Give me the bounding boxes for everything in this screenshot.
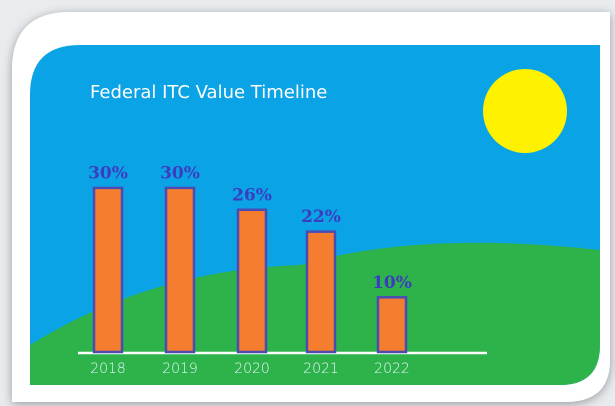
value-label: 30% <box>160 163 200 183</box>
value-label: 26% <box>232 185 272 205</box>
bar <box>378 297 406 352</box>
x-tick-label: 2020 <box>234 361 270 377</box>
bar <box>166 188 194 352</box>
value-label: 30% <box>88 163 128 183</box>
x-tick-label: 2021 <box>303 361 339 377</box>
bar <box>238 210 266 352</box>
page: Federal ITC Value Timeline 30% 2018 30% 201… <box>0 0 615 406</box>
chart-title: Federal ITC Value Timeline <box>90 82 327 103</box>
x-tick-label: 2022 <box>374 361 410 377</box>
bar <box>307 232 335 352</box>
chart: Federal ITC Value Timeline 30% 2018 30% 201… <box>0 0 615 406</box>
value-label: 22% <box>301 207 341 227</box>
bar <box>94 188 122 352</box>
x-tick-label: 2018 <box>90 361 126 377</box>
x-tick-label: 2019 <box>162 361 198 377</box>
sun <box>483 69 567 153</box>
value-label: 10% <box>372 273 412 293</box>
